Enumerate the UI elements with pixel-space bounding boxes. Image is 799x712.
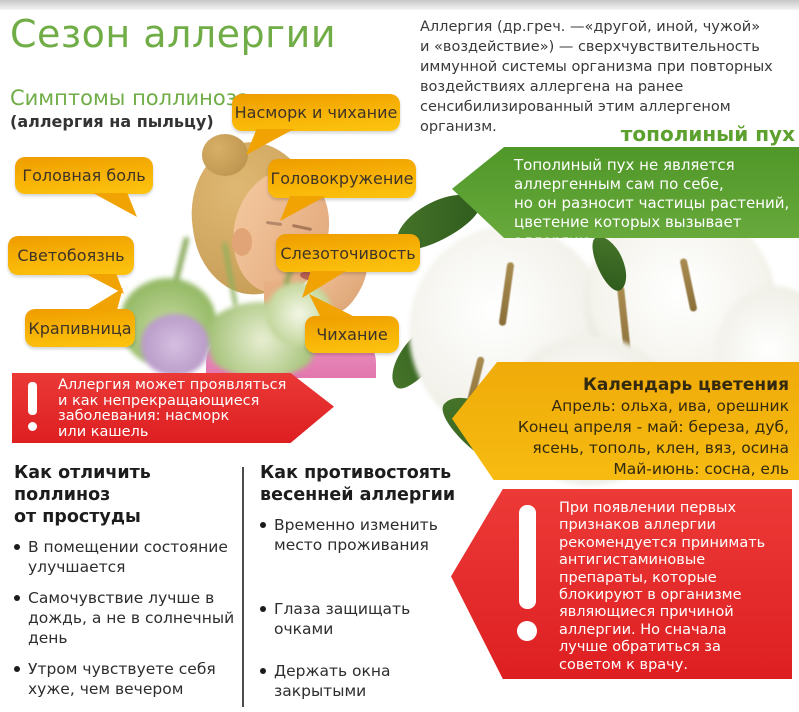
allergy-definition-text: Аллергия (др.греч. —«другой, иной, чужой… — [420, 19, 773, 135]
poplar-callout: Тополиный пух не является аллергенным са… — [452, 147, 799, 238]
flowering-calendar: Календарь цветения Апрель: ольха, ива, о… — [452, 362, 799, 480]
symptom-bubble-headache: Головная боль — [15, 157, 153, 217]
woman-ear — [232, 228, 252, 256]
symptom-bubble-runny-nose: Насморк и чихание — [232, 94, 400, 155]
column-heading: Как отличить поллиноз от простуды — [14, 463, 151, 527]
list-item: Держать окна закрытыми — [260, 661, 458, 701]
symptom-label: Насморк и чихание — [234, 103, 398, 122]
list-item: Самочувствие лучше в дождь, а не в солне… — [14, 588, 236, 648]
column-heading: Как противостоять весенней аллергии — [260, 463, 456, 505]
symptom-label: Головокружение — [270, 169, 414, 188]
list-item: Утром чувствуете себя хуже, чем вечером — [14, 659, 236, 699]
symptom-bubble-dizziness: Головокружение — [268, 159, 416, 221]
symptoms-subtitle-note: (аллергия на пыльцу) — [10, 112, 214, 131]
exclamation-icon — [517, 621, 537, 641]
woman-hair-bun — [202, 134, 248, 176]
symptom-label: Слезоточивость — [280, 243, 416, 263]
symptom-bubble-photophobia: Светобоязнь — [8, 236, 134, 294]
warning-banner-text: Аллергия может проявляться и как непрекр… — [58, 377, 287, 440]
list-item: Временно изменить место проживания — [260, 515, 458, 555]
calendar-lines: Апрель: ольха, ива, орешник Конец апреля… — [517, 397, 789, 478]
list-item: Глаза защищать очками — [260, 599, 458, 639]
top-gray-strip — [0, 0, 799, 10]
advice-box: При появлении первых признаков аллергии … — [451, 489, 792, 679]
exclamation-icon — [28, 422, 37, 431]
exclamation-icon — [519, 505, 536, 609]
symptom-label: Светобоязнь — [17, 246, 125, 265]
list-item: В помещении состояние улучшается — [14, 537, 236, 577]
symptom-bubble-watery-eyes: Слезоточивость — [276, 234, 420, 298]
symptom-label: Головная боль — [22, 166, 146, 185]
exclamation-icon — [28, 382, 37, 415]
flower-stem — [222, 242, 238, 306]
warning-banner: Аллергия может проявляться и как непрекр… — [12, 373, 334, 443]
symptom-bubble-hives: Крапивница — [25, 288, 135, 347]
flower-cluster — [140, 314, 210, 376]
calendar-heading: Календарь цветения — [583, 375, 789, 395]
advice-box-text: При появлении первых признаков аллергии … — [559, 500, 766, 673]
column-divider — [242, 467, 244, 707]
symptom-bubble-sneezing: Чихание — [305, 294, 399, 353]
blurred-flowers — [116, 236, 382, 378]
symptoms-subtitle: Симптомы поллиноза — [10, 86, 250, 110]
page-title: Сезон аллергии — [10, 12, 337, 56]
column-resist-allergy: Как противостоять весенней аллергии Врем… — [260, 462, 458, 712]
symptom-label: Крапивница — [28, 318, 132, 338]
poplar-fluff-heading: тополиный пух — [620, 122, 795, 146]
column-distinguish-pollinosis: Как отличить поллиноз от простуды В поме… — [14, 462, 236, 712]
symptom-label: Чихание — [316, 325, 388, 344]
